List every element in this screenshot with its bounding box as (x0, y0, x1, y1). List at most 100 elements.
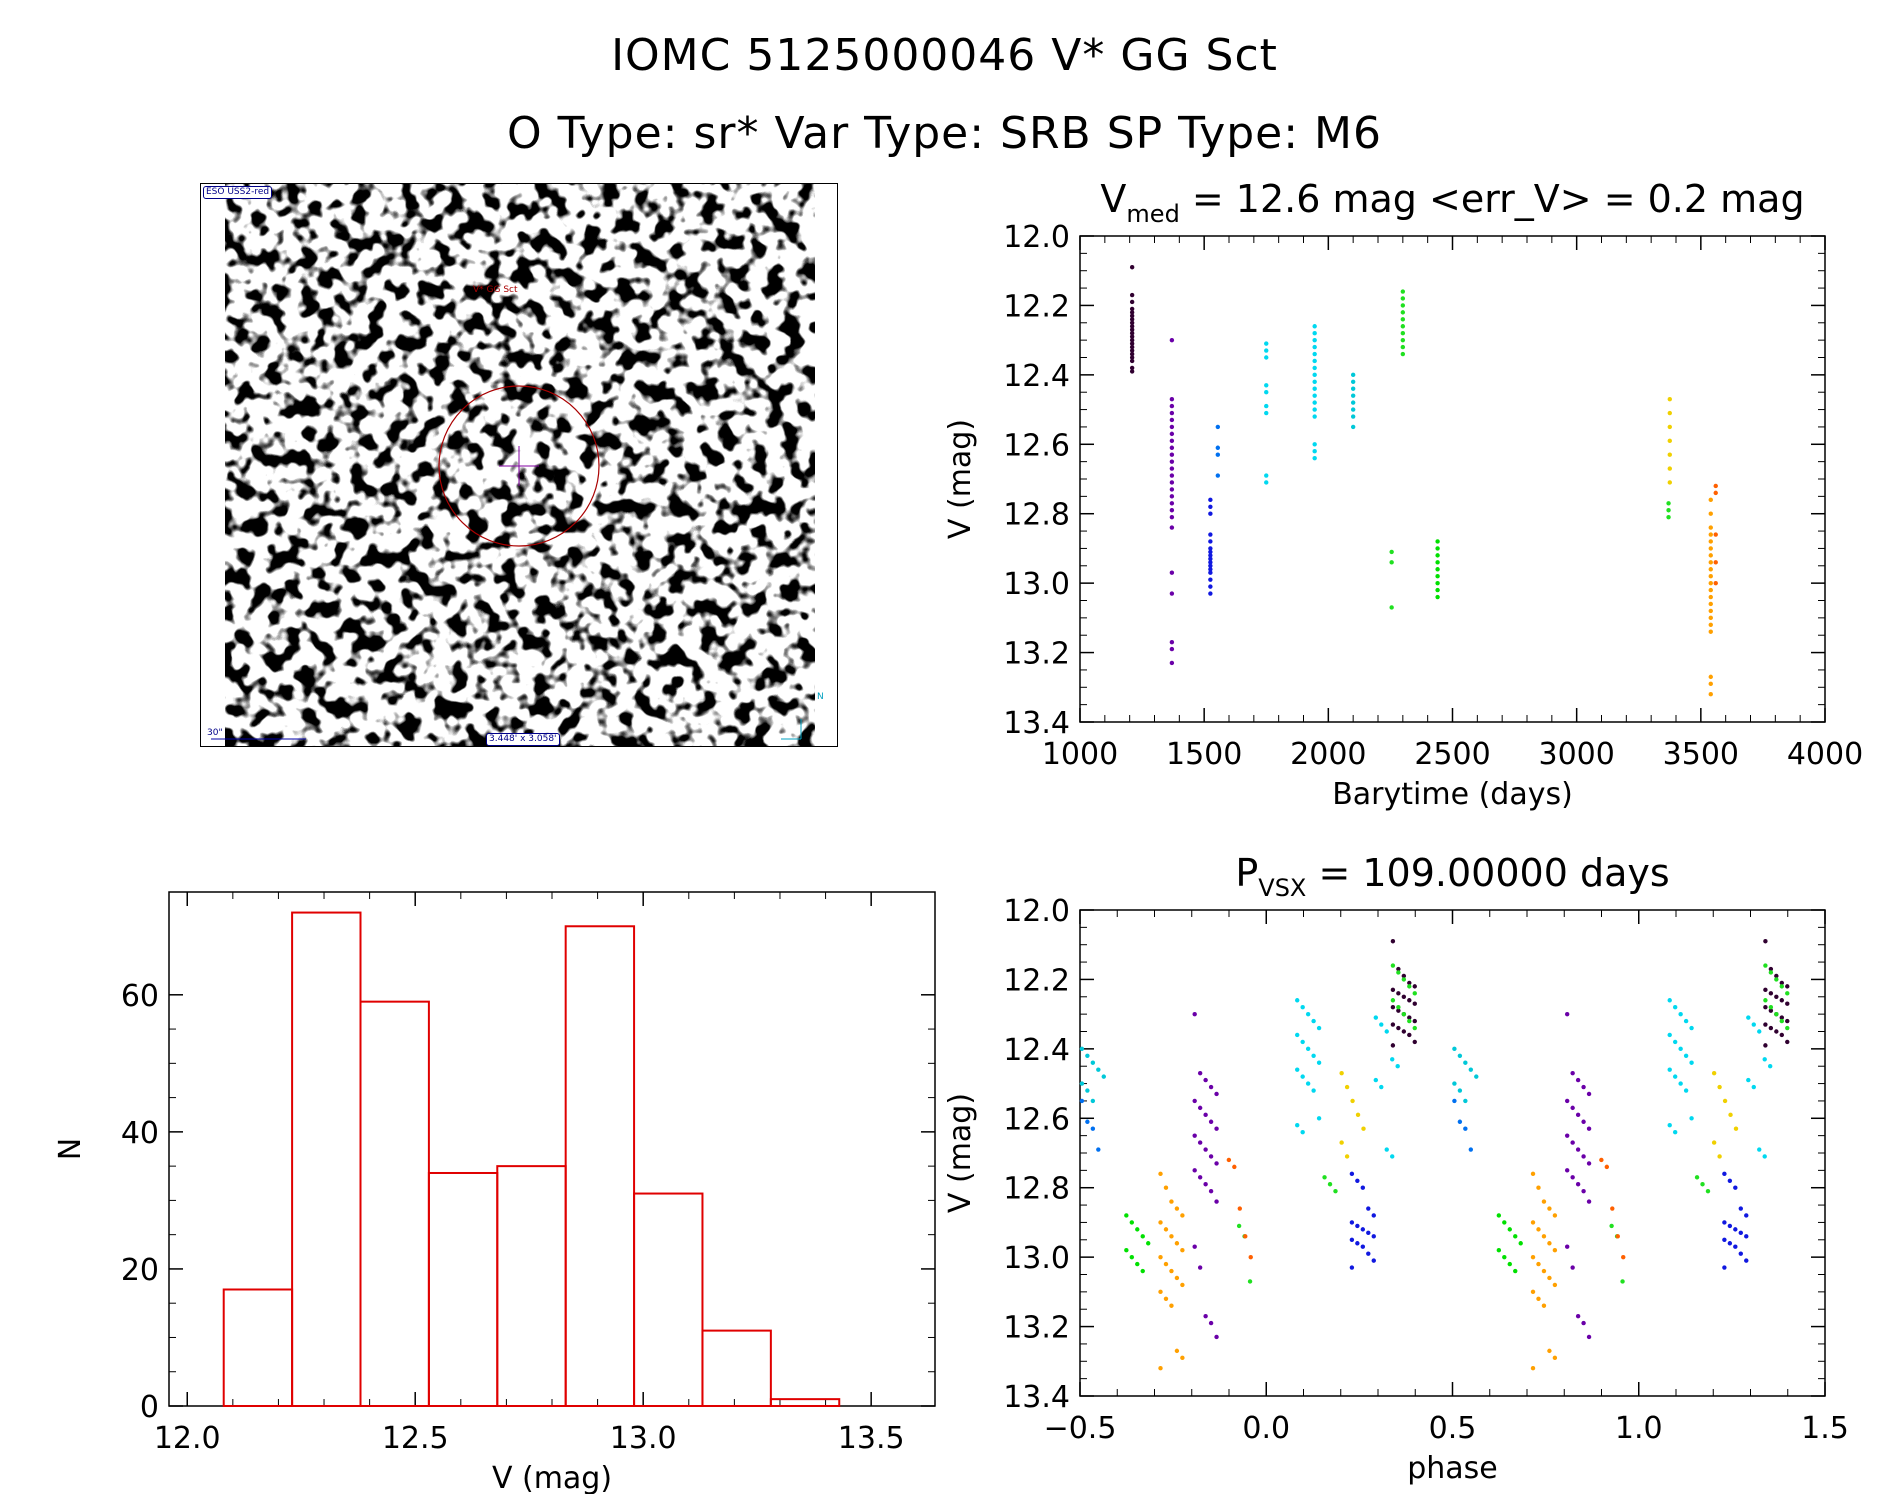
phased-curve-point (1305, 1046, 1311, 1052)
histogram-y-axis-label: N (53, 1138, 88, 1160)
light-curve-point (1667, 396, 1672, 402)
phased-curve-y-tick-label: 13.4 (1003, 1380, 1070, 1415)
target-circle (438, 385, 600, 547)
light-curve-x-axis-label: Barytime (days) (1332, 777, 1573, 812)
light-curve-point (1129, 369, 1135, 374)
phased-curve-point (1689, 1116, 1694, 1121)
phased-curve-point (1407, 1015, 1412, 1020)
light-curve-point (1208, 511, 1213, 516)
phased-curve-point (1564, 1098, 1570, 1104)
phased-curve-point (1785, 1018, 1790, 1024)
light-curve-point (1169, 480, 1175, 485)
phased-curve-point (1096, 1147, 1101, 1152)
light-curve-point (1400, 344, 1406, 350)
light-curve-point (1708, 601, 1713, 607)
light-curve-point (1400, 331, 1406, 336)
light-curve-point (1129, 265, 1135, 270)
light-curve-point (1129, 313, 1135, 319)
histogram-bar (633, 1192, 704, 1407)
phased-curve-point (1360, 1244, 1366, 1249)
phased-curve-point (1208, 1320, 1214, 1326)
phased-curve-point (1090, 1126, 1096, 1131)
phased-curve-point (1570, 1105, 1575, 1111)
phased-curve-point (1203, 1077, 1208, 1083)
phased-curve-point (1163, 1261, 1169, 1267)
phased-curve-point (1243, 1234, 1248, 1239)
phased-curve-point (1248, 1254, 1253, 1260)
phased-curve-point (1763, 987, 1768, 993)
phased-curve-point (1536, 1227, 1541, 1232)
phased-curve-point (1564, 1133, 1570, 1138)
light-curve-point (1713, 532, 1718, 537)
chart-subtitle: O Type: sr* Var Type: SRB SP Type: M6 (506, 108, 1383, 159)
phased-curve-point (1366, 1230, 1371, 1236)
light-curve-point (1312, 379, 1317, 384)
light-curve-point (1208, 504, 1213, 509)
phased-curve-point (1339, 1070, 1344, 1076)
phased-curve-point (1401, 994, 1407, 999)
light-curve-point (1208, 591, 1213, 596)
phased-curve-point (1547, 1275, 1552, 1281)
phased-curve-point (1339, 1140, 1344, 1145)
phased-curve-point (1541, 1303, 1547, 1308)
light-curve-point (1708, 692, 1713, 697)
light-curve-point (1708, 574, 1713, 579)
light-curve-point (1169, 646, 1175, 652)
light-curve-point (1312, 400, 1317, 405)
phased-curve-x-tick-label: −0.5 (1044, 1411, 1117, 1446)
light-curve-point (1435, 560, 1440, 565)
phased-curve-point (1140, 1268, 1145, 1274)
phased-curve-point (1085, 1053, 1090, 1059)
phased-curve-point (1728, 1112, 1733, 1118)
phased-curve-point (1751, 1084, 1756, 1090)
phased-curve-point (1474, 1074, 1479, 1079)
phased-curve-point (1390, 963, 1396, 968)
phased-curve-point (1727, 1178, 1733, 1183)
light-curve-point (1350, 386, 1356, 391)
phased-curve-point (1129, 1220, 1135, 1225)
light-curve-point (1400, 303, 1406, 308)
light-curve-point (1208, 553, 1213, 558)
light-curve-point (1435, 539, 1440, 544)
light-curve-point (1215, 424, 1221, 430)
phased-curve-y-tick-label: 13.2 (1003, 1311, 1070, 1346)
light-curve-point (1129, 365, 1135, 371)
light-curve-point (1264, 355, 1269, 360)
phased-curve-point (1401, 1011, 1407, 1017)
phased-curve-point (1349, 1171, 1355, 1177)
light-curve-point (1312, 365, 1317, 371)
light-curve-point (1350, 379, 1356, 384)
light-curve-point (1435, 553, 1440, 558)
phased-curve-point (1733, 1185, 1738, 1190)
histogram-bar (701, 1329, 772, 1407)
phased-curve-point (1180, 1282, 1185, 1288)
light-curve-point (1169, 438, 1175, 444)
light-curve-point (1312, 386, 1317, 391)
light-curve-y-tick-label: 13.4 (1003, 706, 1070, 741)
phased-curve-point (1694, 1175, 1700, 1180)
light-curve-point (1400, 296, 1406, 301)
phased-curve-point (1722, 1265, 1727, 1270)
light-curve-title: Vmed = 12.6 mag <err_V> = 0.2 mag (1100, 177, 1804, 228)
light-curve-point (1264, 473, 1269, 478)
light-curve-point (1350, 424, 1356, 430)
light-curve-point (1169, 639, 1175, 645)
phased-curve-point (1774, 977, 1779, 982)
phased-curve-point (1530, 1171, 1536, 1177)
phased-curve-frame (1079, 909, 1826, 1397)
light-curve-point (1708, 681, 1713, 687)
phased-curve-point (1762, 1057, 1767, 1062)
phased-curve-point (1672, 1005, 1678, 1010)
phased-curve-point (1079, 1046, 1085, 1052)
light-curve-point (1400, 317, 1406, 322)
light-curve-point (1389, 605, 1394, 610)
phased-curve-point (1355, 1223, 1360, 1229)
phased-curve-point (1366, 1206, 1371, 1211)
light-curve-point (1208, 563, 1213, 568)
phased-curve-point (1452, 1046, 1457, 1052)
phased-curve-point (1344, 1154, 1350, 1159)
phased-curve-point (1518, 1241, 1523, 1246)
phased-curve-point (1208, 1154, 1214, 1159)
light-curve-point (1708, 539, 1713, 544)
light-curve-point (1708, 629, 1713, 634)
